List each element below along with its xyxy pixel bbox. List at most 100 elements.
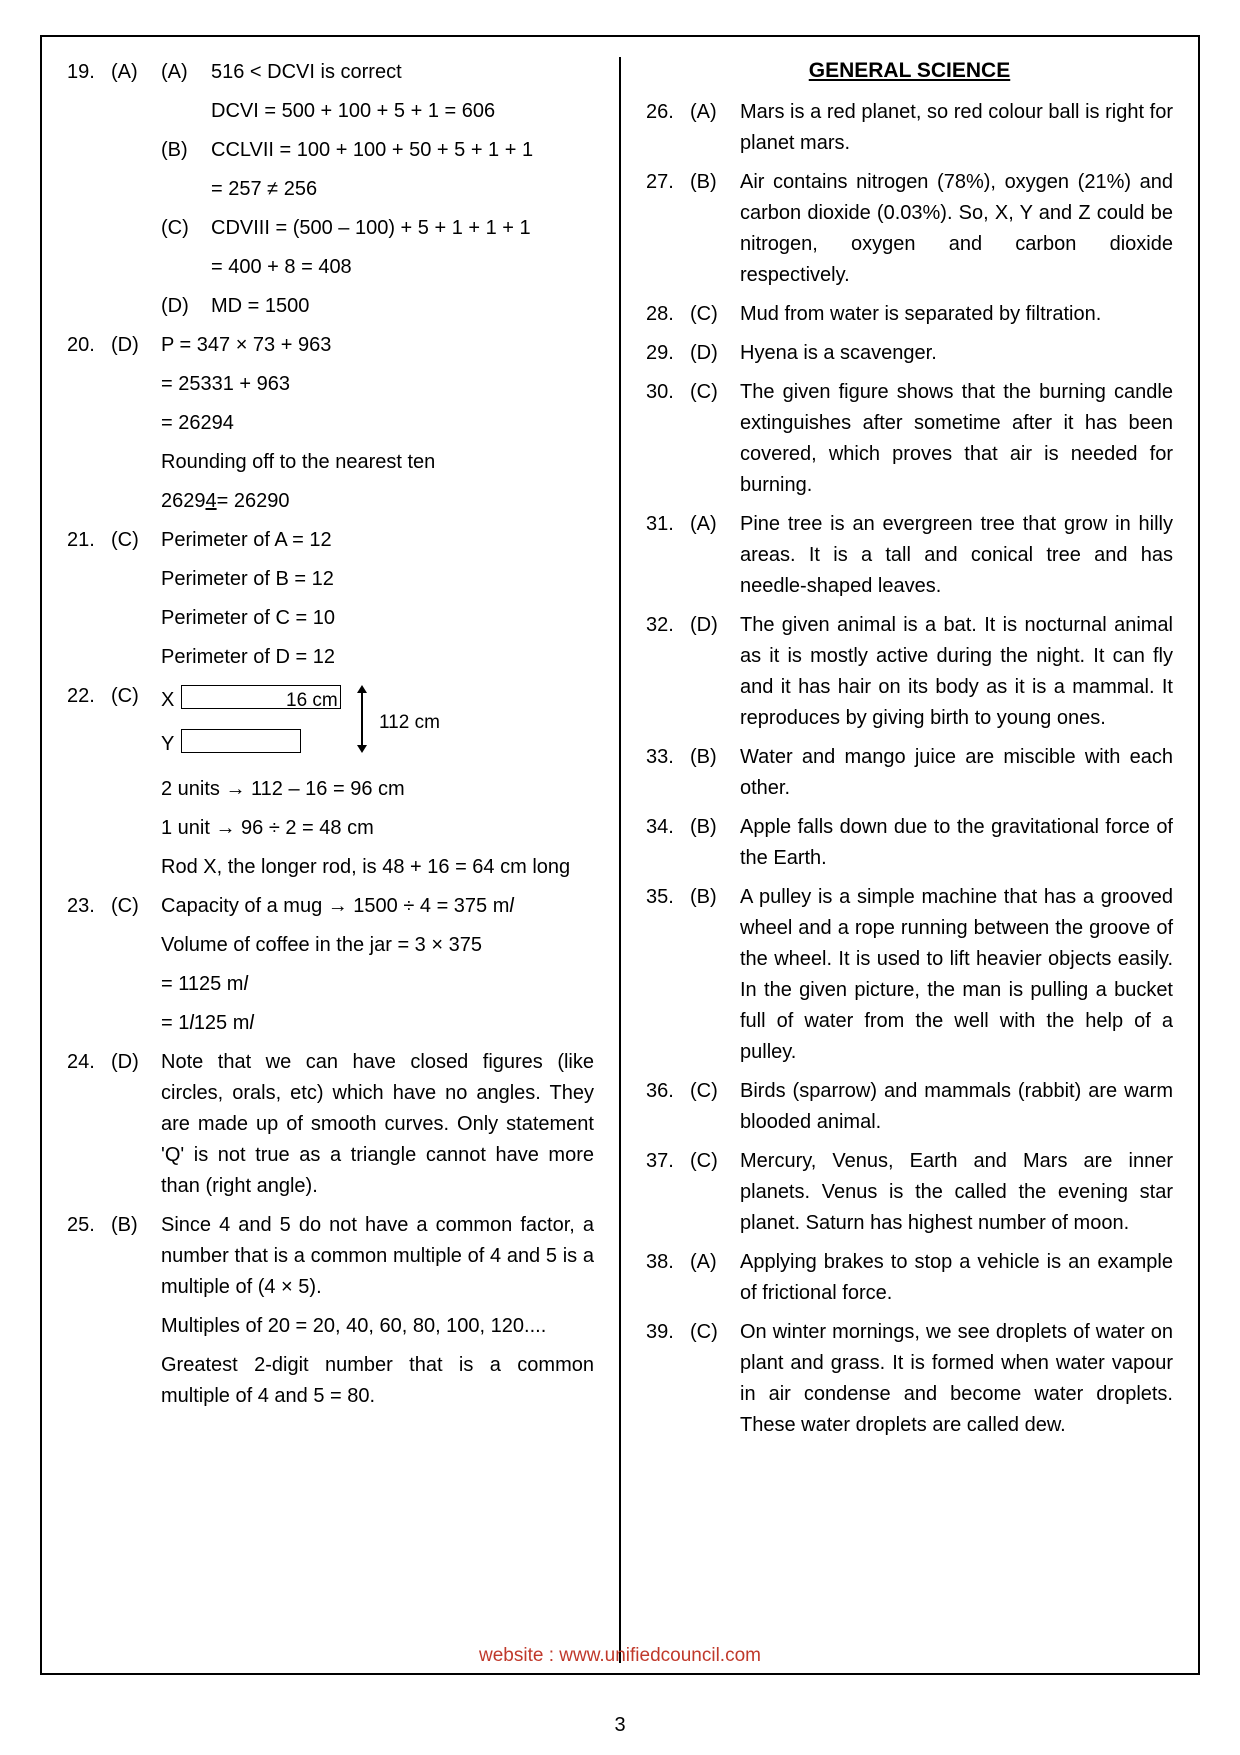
- text: Multiples of 20 = 20, 40, 60, 80, 100, 1…: [67, 1311, 594, 1342]
- q-answer: (D): [690, 338, 740, 369]
- text: 1 unit → 96 ÷ 2 = 48 cm: [67, 813, 594, 844]
- columns: 19. (A) (A) 516 < DCVI is correct DCVI =…: [67, 57, 1173, 1663]
- text: 2 units → 112 – 16 = 96 cm: [67, 774, 594, 805]
- q35: 35.(B)A pulley is a simple machine that …: [646, 882, 1173, 1068]
- q-answer: (B): [690, 812, 740, 874]
- q-number: 21.: [67, 525, 111, 556]
- q21-line: 21. (C) Perimeter of A = 12: [67, 525, 594, 556]
- q39: 39.(C)On winter mornings, we see droplet…: [646, 1317, 1173, 1441]
- text: Air contains nitrogen (78%), oxygen (21%…: [740, 167, 1173, 291]
- text: DCVI = 500 + 100 + 5 + 1 = 606: [67, 96, 594, 127]
- text: = 1125 ml: [67, 969, 594, 1000]
- text: 516 < DCVI is correct: [211, 57, 594, 88]
- q-number: 26.: [646, 97, 690, 159]
- q-answer: (C): [690, 1146, 740, 1239]
- ell: l: [249, 1008, 253, 1039]
- text: Rod X, the longer rod, is 48 + 16 = 64 c…: [67, 852, 594, 883]
- q27: 27.(B)Air contains nitrogen (78%), oxyge…: [646, 167, 1173, 291]
- q-number: 25.: [67, 1210, 111, 1303]
- q-number: 29.: [646, 338, 690, 369]
- text: 26294 = 26290: [67, 486, 594, 517]
- q-number: 28.: [646, 299, 690, 330]
- q-number: 38.: [646, 1247, 690, 1309]
- q-answer: (C): [690, 1076, 740, 1138]
- column-divider: [619, 57, 621, 1663]
- q-answer: (B): [111, 1210, 161, 1303]
- q-answer: (A): [690, 509, 740, 602]
- page-number: 3: [0, 1714, 1240, 1737]
- q29: 29.(D)Hyena is a scavenger.: [646, 338, 1173, 369]
- text: Rounding off to the nearest ten: [67, 447, 594, 478]
- q19-c: (C) CDVIII = (500 – 100) + 5 + 1 + 1 + 1: [67, 213, 594, 244]
- text: 2629: [161, 486, 206, 517]
- q-answer: (D): [111, 1047, 161, 1202]
- q-number: 27.: [646, 167, 690, 291]
- rod-diagram: X 16 cm Y 112 cm: [161, 685, 594, 760]
- q-number: 31.: [646, 509, 690, 602]
- q-number: 24.: [67, 1047, 111, 1202]
- text: Mercury, Venus, Earth and Mars are inner…: [740, 1146, 1173, 1239]
- text: Capacity of a mug → 1500 ÷ 4 = 375 ml: [161, 891, 594, 922]
- ell: l: [509, 895, 513, 917]
- q-answer: (A): [690, 1247, 740, 1309]
- text: MD = 1500: [211, 291, 594, 322]
- text: CDVIII = (500 – 100) + 5 + 1 + 1 + 1: [211, 213, 594, 244]
- option-label: (B): [161, 135, 211, 166]
- left-column: 19. (A) (A) 516 < DCVI is correct DCVI =…: [67, 57, 594, 1663]
- q38: 38.(A)Applying brakes to stop a vehicle …: [646, 1247, 1173, 1309]
- vertical-arrow: [361, 687, 363, 751]
- q-answer: (B): [690, 882, 740, 1068]
- rect-y: [181, 729, 301, 753]
- q32: 32.(D)The given animal is a bat. It is n…: [646, 610, 1173, 734]
- q19-b: (B) CCLVII = 100 + 100 + 50 + 5 + 1 + 1: [67, 135, 594, 166]
- text: Pine tree is an evergreen tree that grow…: [740, 509, 1173, 602]
- text: Perimeter of C = 10: [67, 603, 594, 634]
- label-16cm: 16 cm: [286, 686, 338, 715]
- q19-d: (D) MD = 1500: [67, 291, 594, 322]
- q-number: 32.: [646, 610, 690, 734]
- text: = 25331 + 963: [67, 369, 594, 400]
- q-number: 19.: [67, 57, 111, 88]
- q-number: 30.: [646, 377, 690, 501]
- option-label: (C): [161, 213, 211, 244]
- q-answer: (C): [690, 299, 740, 330]
- q30: 30.(C)The given figure shows that the bu…: [646, 377, 1173, 501]
- text: Volume of coffee in the jar = 3 × 375: [67, 930, 594, 961]
- text: = 1 l 125 ml: [67, 1008, 594, 1039]
- q20-line: 20. (D) P = 347 × 73 + 963: [67, 330, 594, 361]
- text: = 400 + 8 = 408: [67, 252, 594, 283]
- text: Capacity of a mug → 1500 ÷ 4 = 375 m: [161, 895, 509, 917]
- ell: l: [243, 969, 247, 1000]
- text: A pulley is a simple machine that has a …: [740, 882, 1173, 1068]
- q-number: 36.: [646, 1076, 690, 1138]
- q-answer: (B): [690, 167, 740, 291]
- text: Greatest 2-digit number that is a common…: [67, 1350, 594, 1412]
- underlined: 4: [206, 486, 217, 517]
- q-answer: (A): [690, 97, 740, 159]
- text: The given figure shows that the burning …: [740, 377, 1173, 501]
- text: Hyena is a scavenger.: [740, 338, 1173, 369]
- text: Since 4 and 5 do not have a common facto…: [161, 1210, 594, 1303]
- label-y: Y: [161, 729, 174, 760]
- text: = 1: [161, 1008, 189, 1039]
- diagram-container: X 16 cm Y 112 cm: [161, 681, 594, 766]
- page: 19. (A) (A) 516 < DCVI is correct DCVI =…: [0, 0, 1240, 1755]
- q-number: 39.: [646, 1317, 690, 1441]
- text: Mud from water is separated by filtratio…: [740, 299, 1173, 330]
- text: 125 m: [194, 1008, 250, 1039]
- q-answer: (D): [111, 330, 161, 361]
- text: = 1125 m: [161, 969, 243, 1000]
- q26: 26.(A)Mars is a red planet, so red colou…: [646, 97, 1173, 159]
- q-answer: (C): [111, 891, 161, 922]
- q36: 36.(C)Birds (sparrow) and mammals (rabbi…: [646, 1076, 1173, 1138]
- text: Water and mango juice are miscible with …: [740, 742, 1173, 804]
- label-112cm: 112 cm: [379, 708, 440, 737]
- q-answer: (C): [690, 1317, 740, 1441]
- q-number: 34.: [646, 812, 690, 874]
- q34: 34.(B)Apple falls down due to the gravit…: [646, 812, 1173, 874]
- text: Apple falls down due to the gravitationa…: [740, 812, 1173, 874]
- option-label: (A): [161, 57, 211, 88]
- q28: 28.(C)Mud from water is separated by fil…: [646, 299, 1173, 330]
- q-answer: (C): [111, 681, 161, 766]
- q-answer: (C): [690, 377, 740, 501]
